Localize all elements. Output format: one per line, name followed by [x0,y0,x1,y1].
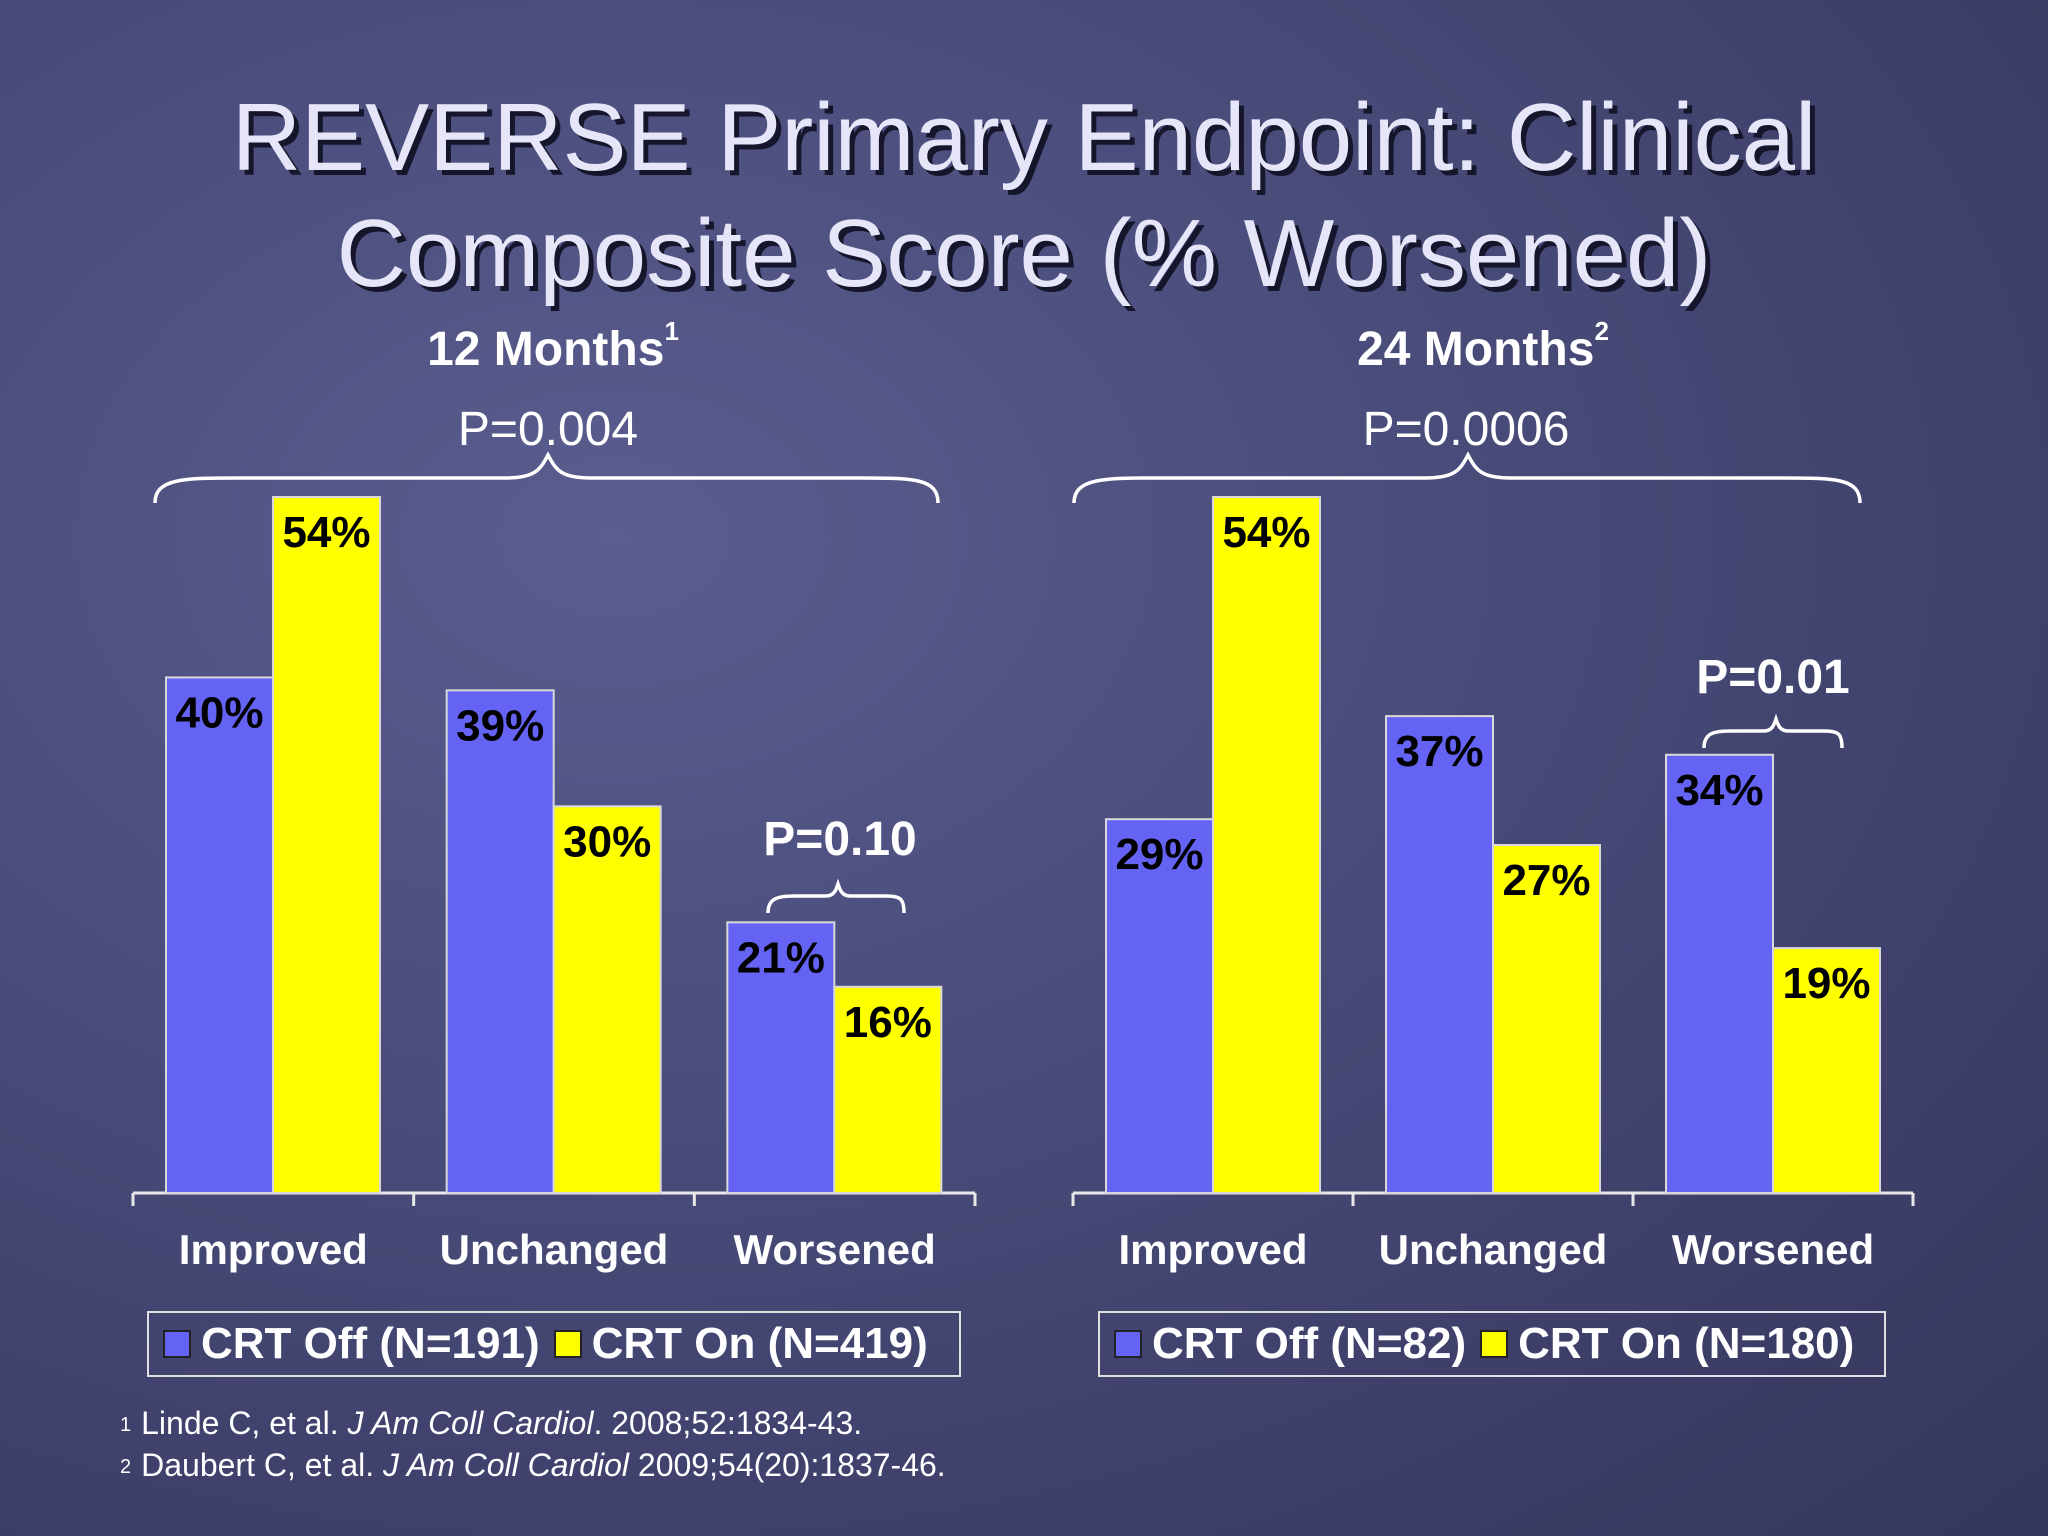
category-label: Unchanged [440,1226,669,1273]
worsened-brace-12 [766,878,906,914]
reference-1-authors: Linde C, et al. [141,1405,348,1441]
panel-12-months-title: 12 Months [427,323,665,376]
panel-24-months-label: 24 Months2 [1233,316,1733,377]
legend-swatch-crt-on [553,1330,582,1358]
bar-crt-on-unchanged [1492,844,1601,1194]
legend-swatch-crt-off [1114,1330,1142,1358]
overall-p-value-12: P=0.004 [457,403,639,456]
reference-2-citation: 2009;54(20):1837-46. [629,1447,946,1483]
bar-crt-off-unchanged [1385,715,1494,1194]
data-label: 34% [1675,766,1763,815]
category-label: Worsened [1672,1226,1874,1273]
bar-crt-on-unchanged [552,805,662,1194]
data-label: 39% [456,701,544,750]
data-label: 54% [1222,508,1310,557]
bar-crt-off-improved [165,676,274,1194]
legend-item-crt-off: CRT Off (N=82) [1114,1319,1466,1369]
category-label: Improved [1118,1226,1307,1273]
data-label: 30% [563,817,651,866]
legend-label-crt-on: CRT On (N=180) [1518,1319,1855,1368]
chart-24-months: 29% 54% Improved 37% 27% Unchanged 34% 19% Worse… [1071,496,1915,1273]
references: 1 Linde C, et al. J Am Coll Cardiol. 2008… [120,1402,946,1486]
data-label: 40% [175,688,263,737]
legend-item-crt-off: CRT Off (N=191) [163,1319,540,1369]
reference-1-number: 1 [120,1414,132,1436]
bar-crt-on-worsened [1772,947,1881,1194]
slide-title: REVERSE Primary Endpoint: Clinical Compo… [0,80,2048,312]
overall-brace-24 [1072,451,1862,504]
legend-label-crt-off: CRT Off (N=191) [201,1319,540,1368]
reference-1-citation: . 2008;52:1834-43. [593,1405,863,1441]
worsened-brace-24 [1702,713,1844,749]
reference-1: 1 Linde C, et al. J Am Coll Cardiol. 2008… [120,1402,946,1444]
bar-crt-off-worsened [1665,753,1774,1194]
reference-2-number: 2 [120,1456,132,1478]
legend-24-months: CRT Off (N=82) CRT On (N=180) [1098,1311,1886,1377]
bar-crt-off-improved [1105,818,1214,1194]
panel-24-months-ref: 2 [1594,316,1609,346]
worsened-p-value-24: P=0.01 [1696,651,1850,704]
reference-2-authors: Daubert C, et al. [141,1447,384,1483]
bar-crt-off-worsened [726,921,836,1194]
category-label: Unchanged [1379,1226,1608,1273]
bar-crt-on-improved [272,496,381,1194]
reference-2: 2 Daubert C, et al. J Am Coll Cardiol 200… [120,1444,946,1486]
panel-12-months-ref: 1 [664,316,679,346]
reference-2-journal: J Am Coll Cardiol [383,1447,629,1483]
data-label: 16% [844,998,932,1047]
legend-item-crt-on: CRT On (N=180) [1480,1319,1854,1369]
overall-p-value-24: P=0.0006 [1362,403,1570,456]
panel-24-months-title: 24 Months [1357,323,1595,376]
bar-crt-on-worsened [833,985,943,1194]
legend-label-crt-on: CRT On (N=419) [591,1319,928,1368]
data-label: 27% [1502,856,1590,905]
bar-crt-off-unchanged [445,689,555,1194]
legend-label-crt-off: CRT Off (N=82) [1152,1319,1467,1368]
title-line-1: REVERSE Primary Endpoint: Clinical [231,84,1817,191]
overall-brace-12 [153,451,940,504]
panel-12-months-label: 12 Months1 [303,316,803,377]
worsened-p-value-12: P=0.10 [763,813,917,866]
title-line-2: Composite Score (% Worsened) [336,200,1712,307]
data-label: 54% [282,508,370,557]
data-label: 29% [1115,830,1203,879]
reference-1-journal: J Am Coll Cardiol [347,1405,594,1441]
data-label: 21% [737,933,825,982]
category-label: Worsened [734,1226,936,1273]
legend-swatch-crt-off [163,1330,191,1358]
legend-item-crt-on: CRT On (N=419) [553,1319,928,1369]
data-label: 19% [1782,959,1870,1008]
data-label: 37% [1395,727,1483,776]
category-label: Improved [179,1226,368,1273]
legend-swatch-crt-on [1480,1330,1509,1358]
bar-crt-on-improved [1212,496,1321,1194]
legend-12-months: CRT Off (N=191) CRT On (N=419) [147,1311,961,1377]
chart-12-months: 40% 54% Improved 39% 30% Unchanged 21% 16% Worse… [131,496,977,1273]
